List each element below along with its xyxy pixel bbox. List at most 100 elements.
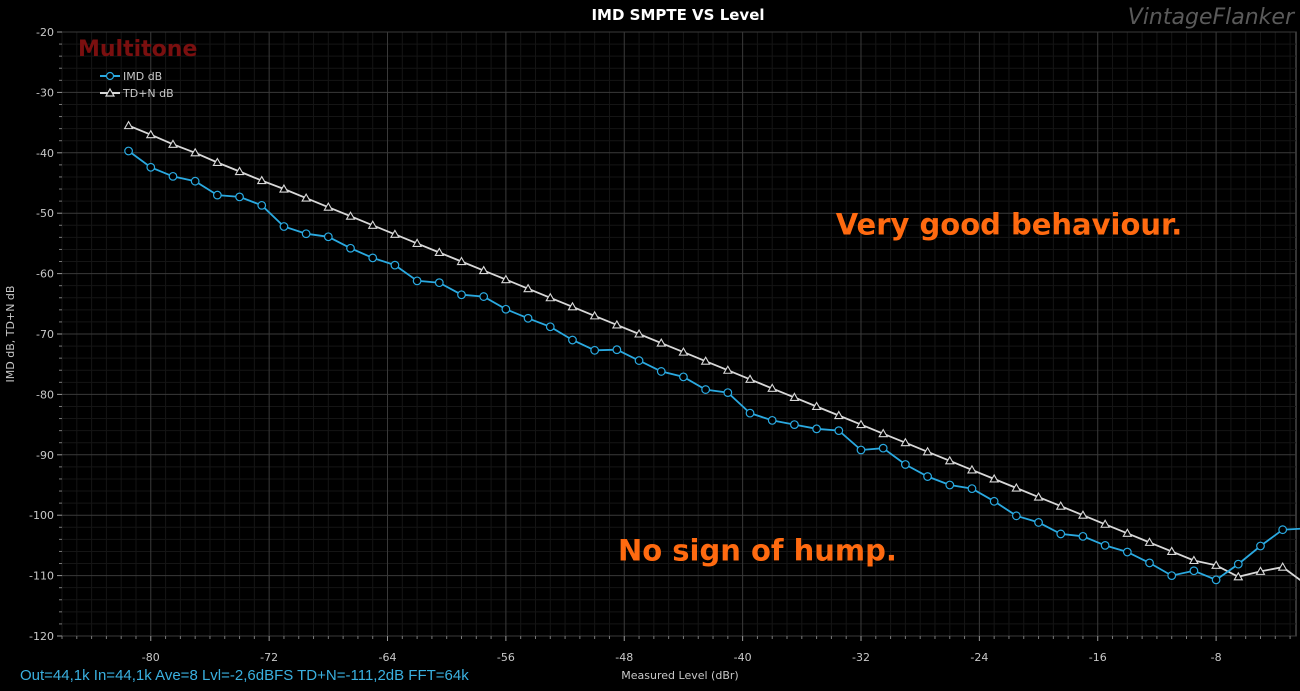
y-tick-label: -40: [36, 147, 54, 160]
data-point-imd: [1011, 511, 1021, 521]
data-point-imd: [523, 313, 533, 323]
data-point-imd: [346, 243, 355, 253]
data-point-tdn: [190, 147, 201, 157]
data-point-tdn: [789, 392, 800, 401]
data-point-tdn: [123, 120, 134, 130]
data-point-imd: [323, 232, 333, 242]
data-point-imd: [124, 146, 133, 156]
data-point-imd: [900, 460, 910, 469]
data-point-tdn: [278, 183, 289, 193]
series-imd: [124, 146, 1300, 585]
data-point-tdn: [1166, 546, 1177, 555]
data-point-tdn: [345, 211, 356, 220]
data-point-imd: [1078, 531, 1088, 541]
legend-imd-marker: [105, 71, 115, 81]
data-point-imd: [545, 322, 555, 332]
data-point-imd: [568, 335, 577, 345]
y-tick-label: -120: [29, 630, 54, 643]
data-point-tdn: [967, 464, 977, 474]
watermark-text: VintageFlanker: [1128, 5, 1296, 30]
legend-imd-label: IMD dB: [123, 70, 162, 83]
data-point-tdn: [900, 437, 911, 447]
data-point-imd: [856, 445, 866, 455]
data-point-imd: [679, 372, 688, 382]
major-grid: [62, 31, 1296, 637]
data-point-tdn: [1077, 510, 1088, 519]
series-layer: [123, 120, 1300, 588]
x-tick-label: -16: [1089, 651, 1107, 664]
series-tdn: [123, 120, 1300, 588]
data-point-tdn: [856, 419, 866, 429]
y-tick-label: -100: [29, 509, 54, 522]
data-point-tdn: [811, 401, 822, 411]
data-point-tdn: [301, 192, 312, 202]
data-point-tdn: [878, 428, 889, 438]
software-label: Multitone: [78, 37, 197, 62]
data-point-tdn: [567, 301, 578, 311]
data-point-imd: [434, 278, 444, 288]
data-point-imd: [479, 292, 489, 301]
x-tick-label: -8: [1211, 651, 1222, 664]
annotation-text: No sign of hump.: [618, 534, 897, 568]
data-point-tdn: [745, 374, 755, 383]
data-point-imd: [1100, 541, 1110, 550]
data-point-imd: [390, 260, 400, 270]
data-point-imd: [279, 222, 289, 231]
data-point-tdn: [611, 319, 622, 329]
data-point-imd: [412, 276, 422, 286]
data-point-imd: [967, 484, 977, 494]
data-point-tdn: [323, 202, 334, 211]
data-point-tdn: [1233, 571, 1244, 581]
data-point-imd: [1278, 525, 1288, 535]
measurement-settings-footer: Out=44,1k In=44,1k Ave=8 Lvl=-2,6dBFS TD…: [20, 667, 469, 684]
data-point-imd: [257, 200, 267, 210]
y-tick-label: -30: [36, 86, 54, 99]
data-point-tdn: [700, 356, 711, 365]
data-point-tdn: [1011, 482, 1022, 492]
data-point-imd: [368, 253, 378, 263]
data-point-imd: [501, 304, 511, 314]
data-point-imd: [1056, 529, 1066, 539]
data-point-imd: [212, 190, 222, 200]
x-tick-label: -48: [615, 651, 633, 664]
data-point-imd: [1034, 518, 1043, 527]
data-point-imd: [612, 345, 622, 355]
data-point-tdn: [1100, 519, 1111, 528]
data-point-tdn: [944, 455, 955, 465]
data-point-imd: [656, 367, 666, 376]
x-tick-label: -56: [497, 651, 515, 664]
data-point-imd: [945, 480, 955, 490]
data-point-tdn: [589, 310, 600, 320]
data-point-tdn: [833, 410, 844, 420]
data-point-imd: [878, 443, 888, 453]
data-point-imd: [634, 356, 644, 365]
data-point-tdn: [389, 229, 400, 238]
data-point-tdn: [1277, 562, 1288, 571]
legend: IMD dB TD+N dB: [100, 70, 174, 100]
data-point-tdn: [412, 238, 423, 247]
data-point-tdn: [500, 274, 511, 284]
data-point-tdn: [634, 328, 644, 338]
data-point-imd: [723, 388, 733, 397]
data-point-tdn: [678, 347, 689, 356]
data-point-tdn: [1122, 528, 1133, 537]
data-point-imd: [1233, 559, 1243, 569]
y-tick-label: -90: [36, 449, 54, 462]
data-point-tdn: [434, 247, 445, 257]
y-tick-label: -20: [36, 26, 54, 39]
data-point-imd: [1145, 558, 1154, 568]
y-tick-label: -80: [36, 388, 54, 401]
data-point-tdn: [1255, 566, 1266, 575]
data-point-imd: [590, 345, 600, 355]
data-point-imd: [701, 385, 711, 394]
legend-tdn-marker: [104, 87, 116, 97]
data-point-imd: [168, 171, 178, 181]
data-point-imd: [923, 472, 932, 481]
data-point-tdn: [367, 220, 378, 229]
data-point-tdn: [722, 365, 733, 374]
data-point-tdn: [456, 256, 467, 266]
data-point-imd: [790, 420, 799, 430]
data-point-imd: [301, 229, 311, 239]
data-point-tdn: [145, 129, 156, 139]
